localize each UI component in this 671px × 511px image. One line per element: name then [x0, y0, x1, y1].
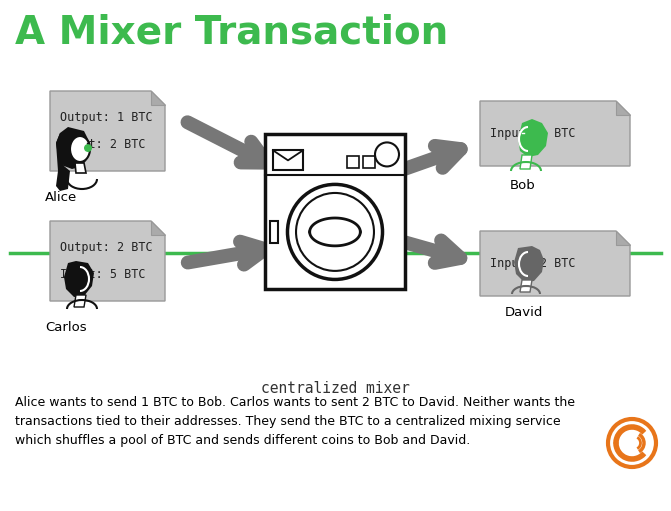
- Circle shape: [296, 193, 374, 271]
- Bar: [347, 156, 359, 168]
- Text: Carlos: Carlos: [45, 321, 87, 334]
- Bar: [265, 133, 405, 289]
- Polygon shape: [616, 231, 630, 245]
- Polygon shape: [520, 280, 532, 292]
- Bar: [363, 156, 375, 168]
- Polygon shape: [74, 295, 86, 307]
- Polygon shape: [518, 119, 548, 157]
- Polygon shape: [75, 163, 86, 173]
- Text: Input: 1 BTC: Input: 1 BTC: [490, 127, 576, 140]
- Text: Alice: Alice: [45, 191, 77, 204]
- Text: Alice wants to send 1 BTC to Bob. Carlos wants to sent 2 BTC to David. Neither w: Alice wants to send 1 BTC to Bob. Carlos…: [15, 396, 575, 447]
- Text: Input: 5 BTC: Input: 5 BTC: [60, 268, 146, 281]
- Polygon shape: [514, 246, 544, 282]
- Circle shape: [613, 440, 619, 446]
- Ellipse shape: [70, 136, 90, 162]
- Circle shape: [84, 144, 92, 152]
- Polygon shape: [56, 133, 70, 191]
- Text: centralized mixer: centralized mixer: [260, 381, 409, 396]
- Polygon shape: [50, 91, 165, 171]
- Polygon shape: [64, 261, 94, 297]
- Polygon shape: [520, 155, 532, 169]
- Text: Input: 2 BTC: Input: 2 BTC: [490, 257, 576, 270]
- Polygon shape: [151, 221, 165, 235]
- Text: David: David: [505, 306, 544, 319]
- Text: Bob: Bob: [510, 179, 535, 192]
- Polygon shape: [480, 101, 630, 166]
- Polygon shape: [480, 231, 630, 296]
- Polygon shape: [616, 101, 630, 115]
- Circle shape: [287, 184, 382, 280]
- Polygon shape: [56, 127, 90, 169]
- Circle shape: [375, 143, 399, 167]
- Bar: [270, 221, 278, 243]
- Text: Output: 2 BTC: Output: 2 BTC: [60, 241, 152, 254]
- Polygon shape: [50, 221, 165, 301]
- Polygon shape: [151, 91, 165, 105]
- Bar: [273, 150, 303, 170]
- Text: Output: 1 BTC: Output: 1 BTC: [60, 111, 152, 124]
- Text: Input: 2 BTC: Input: 2 BTC: [60, 138, 146, 151]
- Text: A Mixer Transaction: A Mixer Transaction: [15, 13, 448, 51]
